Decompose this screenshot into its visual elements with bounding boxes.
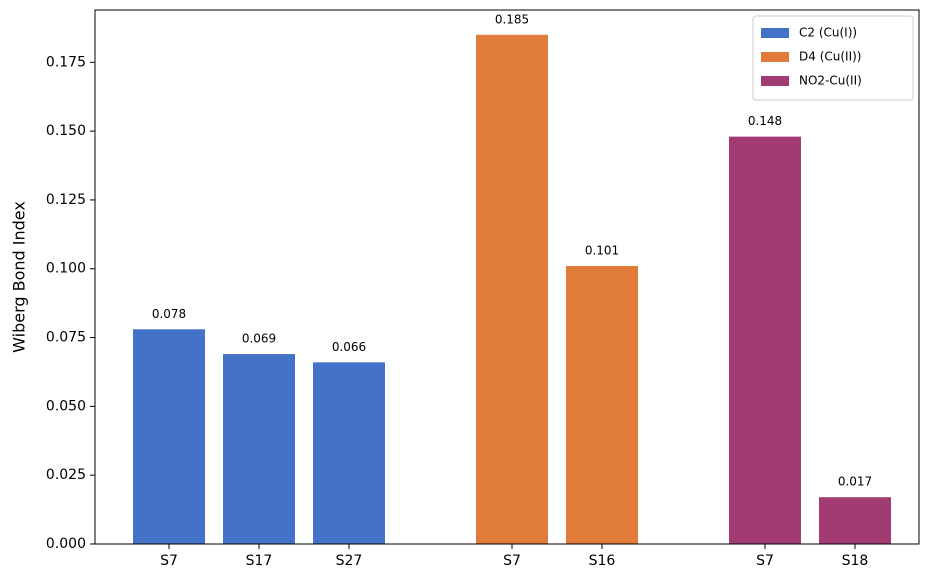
y-tick-label: 0.075 xyxy=(46,330,86,346)
legend-label: C2 (Cu(I)) xyxy=(799,26,857,40)
data-label: 0.101 xyxy=(585,243,619,257)
legend-label: D4 (Cu(II)) xyxy=(799,50,861,64)
legend: C2 (Cu(I)) D4 (Cu(II)) NO2-Cu(II) xyxy=(752,15,914,101)
legend-swatch xyxy=(761,76,789,86)
y-tick-label: 0.100 xyxy=(46,261,86,277)
bar xyxy=(566,265,638,544)
x-tick-label: S18 xyxy=(842,553,869,569)
bar xyxy=(133,329,205,544)
legend-label: NO2-Cu(II) xyxy=(799,74,862,88)
bar xyxy=(729,136,801,544)
y-tick-label: 0.175 xyxy=(46,54,86,70)
data-label: 0.069 xyxy=(242,332,276,346)
x-tick-label: S7 xyxy=(756,553,774,569)
x-tick-label: S7 xyxy=(503,553,521,569)
y-tick-label: 0.000 xyxy=(46,536,86,552)
y-axis-label: Wiberg Bond Index xyxy=(10,201,29,353)
bar xyxy=(313,362,385,544)
y-tick-label: 0.050 xyxy=(46,398,86,414)
bar xyxy=(476,34,548,545)
legend-swatch xyxy=(761,52,789,62)
legend-swatch xyxy=(761,28,789,38)
bar xyxy=(223,354,295,544)
data-label: 0.017 xyxy=(838,475,872,489)
y-tick-label: 0.125 xyxy=(46,192,86,208)
bar xyxy=(819,497,891,544)
y-tick-label: 0.025 xyxy=(46,467,86,483)
data-label: 0.066 xyxy=(332,340,366,354)
legend-frame xyxy=(752,15,914,101)
data-label: 0.185 xyxy=(495,12,529,26)
x-tick-label: S16 xyxy=(589,553,616,569)
data-label: 0.148 xyxy=(748,114,782,128)
plot-frame xyxy=(94,9,920,545)
y-tick-label: 0.150 xyxy=(46,123,86,139)
data-label: 0.078 xyxy=(152,307,186,321)
x-tick-label: S27 xyxy=(336,553,363,569)
x-tick-label: S7 xyxy=(160,553,178,569)
x-tick-label: S17 xyxy=(246,553,273,569)
